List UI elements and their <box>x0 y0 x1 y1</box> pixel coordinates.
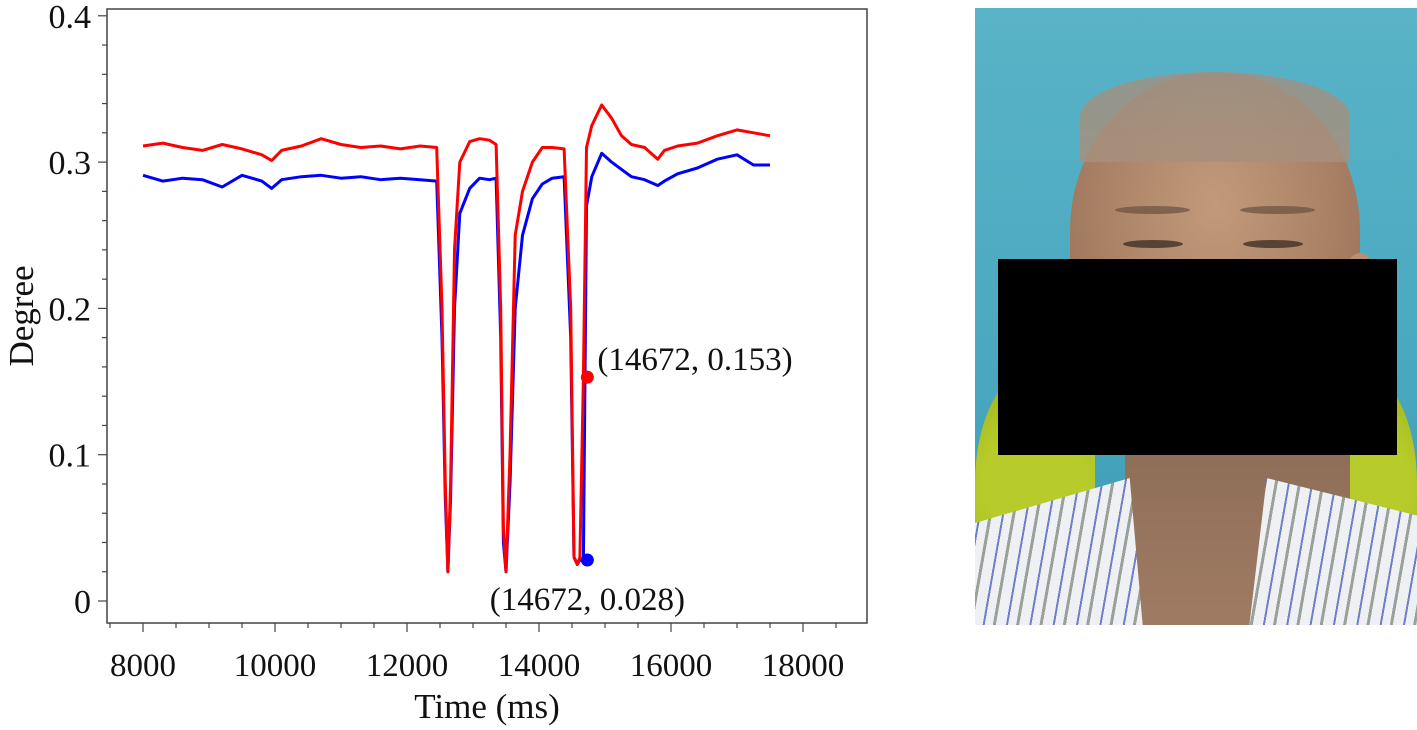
x-tick-label: 14000 <box>498 648 581 684</box>
x-tick-label: 8000 <box>110 648 176 684</box>
left-eye <box>1123 240 1183 248</box>
annotation-label: (14672, 0.028) <box>490 582 685 618</box>
left-eyebrow <box>1115 206 1190 214</box>
x-tick-label: 18000 <box>762 648 845 684</box>
patient-photo <box>975 8 1417 625</box>
privacy-censor-bar <box>998 259 1397 455</box>
plot-frame <box>106 8 868 624</box>
x-tick-label: 12000 <box>366 648 449 684</box>
y-tick-label: 0.2 <box>49 291 92 328</box>
x-tick-label: 16000 <box>630 648 713 684</box>
annotation-label: (14672, 0.153) <box>597 342 792 378</box>
y-tick-label: 0.4 <box>49 0 92 36</box>
y-tick-label: 0 <box>74 584 91 621</box>
annotation-marker <box>580 370 594 384</box>
y-tick-label: 0.1 <box>49 438 92 475</box>
chart-annotations: (14672, 0.153) (14672, 0.028) <box>490 342 793 618</box>
x-tick-label: 10000 <box>234 648 317 684</box>
right-eyebrow <box>1240 206 1315 214</box>
red-series-line <box>142 103 771 574</box>
y-tick-label: 0.3 <box>49 145 92 182</box>
right-eye <box>1243 240 1303 248</box>
annotation-marker <box>580 553 594 567</box>
chart-series <box>142 103 771 574</box>
chart-axes: 8000 10000 12000 14000 16000 18000 0 0.1 0.2 0.3 0… <box>2 0 868 726</box>
x-axis-label: Time (ms) <box>414 687 560 726</box>
y-axis-label: Degree <box>2 265 41 366</box>
line-chart: 8000 10000 12000 14000 16000 18000 0 0.1 0.2 0.3 0… <box>2 0 868 726</box>
shaved-scalp <box>1080 72 1350 162</box>
